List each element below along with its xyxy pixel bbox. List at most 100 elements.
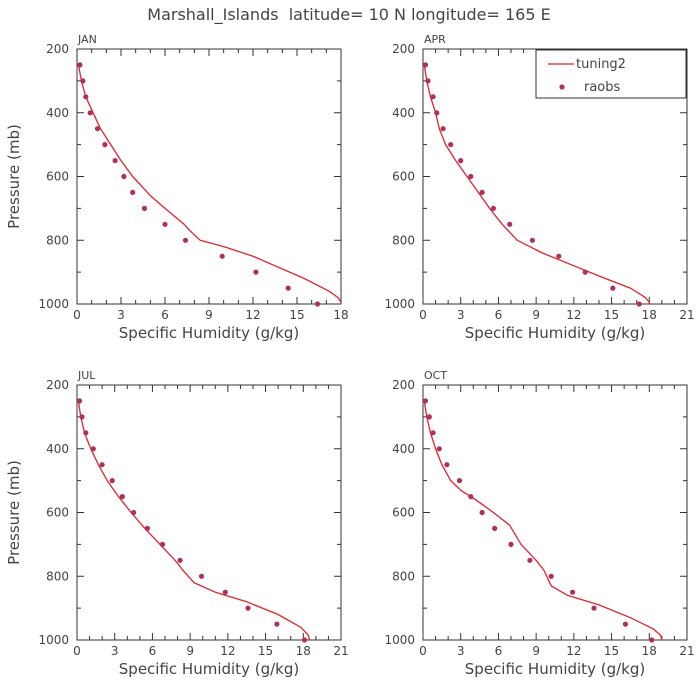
- data-point-raobs: [448, 142, 454, 148]
- data-point-raobs: [444, 462, 450, 468]
- data-point-raobs: [76, 398, 83, 404]
- y-tick-label: 600: [392, 170, 415, 184]
- y-tick-label: 600: [392, 506, 415, 520]
- x-tick-label: 15: [604, 644, 619, 658]
- x-tick-label: 0: [419, 644, 427, 658]
- panel-jan: JAN 0 3 6 9 12 15 18 200 400 600 800 1000 Specific Hu…: [5, 33, 349, 342]
- x-tick-label: 0: [73, 644, 81, 658]
- panel-label: JAN: [77, 33, 97, 46]
- y-tick-label: 600: [46, 506, 69, 520]
- data-point-raobs: [285, 285, 291, 291]
- data-point-raobs: [425, 78, 431, 84]
- data-point-raobs: [636, 301, 642, 307]
- data-point-raobs: [80, 78, 86, 84]
- data-point-raobs: [245, 605, 251, 611]
- data-point-raobs: [87, 110, 93, 116]
- y-tick-label: 400: [46, 442, 69, 456]
- data-point-raobs: [253, 269, 259, 275]
- x-tick-label: 9: [205, 308, 213, 322]
- x-tick-label: 12: [566, 644, 581, 658]
- data-point-raobs: [422, 62, 429, 68]
- panel-label: JUL: [77, 369, 96, 382]
- data-point-raobs: [508, 541, 514, 548]
- data-point-raobs: [434, 110, 440, 116]
- data-point-raobs: [94, 126, 101, 132]
- y-tick-label: 600: [46, 170, 69, 184]
- x-axis-label: Specific Humidity (g/kg): [465, 660, 645, 678]
- x-tick-label: 12: [245, 308, 260, 322]
- x-axis-label: Specific Humidity (g/kg): [119, 660, 299, 678]
- y-tick-label: 1000: [38, 297, 69, 311]
- y-tick-label: 800: [46, 233, 69, 247]
- data-point-raobs: [490, 205, 496, 211]
- data-point-raobs: [468, 494, 474, 500]
- plot-frame: [76, 48, 342, 305]
- data-point-raobs: [79, 414, 85, 420]
- data-point-raobs: [622, 621, 629, 627]
- data-point-raobs: [440, 126, 446, 132]
- data-point-raobs: [119, 494, 125, 500]
- data-point-raobs: [529, 237, 536, 243]
- y-tick-label: 800: [46, 569, 69, 583]
- x-tick-label: 21: [679, 308, 694, 322]
- data-point-raobs: [430, 94, 436, 100]
- x-tick-label: 3: [457, 308, 465, 322]
- x-tick-label: 3: [457, 644, 465, 658]
- data-point-raobs: [198, 573, 205, 579]
- data-point-raobs: [458, 158, 464, 164]
- data-point-raobs: [144, 525, 150, 532]
- data-point-raobs: [90, 446, 96, 452]
- x-tick-label: 15: [289, 308, 304, 322]
- panel-label: APR: [424, 33, 446, 46]
- y-tick-label: 1000: [38, 633, 69, 647]
- data-point-raobs: [507, 221, 513, 227]
- data-point-raobs: [219, 253, 225, 259]
- data-point-raobs: [102, 142, 108, 148]
- data-point-raobs: [426, 414, 432, 420]
- data-point-raobs: [99, 462, 105, 468]
- x-tick-label: 18: [296, 644, 311, 658]
- x-tick-label: 15: [604, 308, 619, 322]
- data-point-raobs: [83, 430, 89, 436]
- x-axis-label: Specific Humidity (g/kg): [119, 324, 299, 342]
- panel-apr: APR 0 3 6 9 12 15 18 21 200 400 600 800 1000 Specific …: [384, 33, 694, 342]
- panel-jul: JUL 0 3 6 9 12 15 18 21 200 400 600 800 1000 Specific …: [5, 369, 349, 678]
- y-tick-label: 400: [392, 106, 415, 120]
- data-point-raobs: [274, 621, 280, 627]
- data-point-raobs: [130, 189, 136, 195]
- y-axis-label: Pressure (mb): [5, 124, 23, 229]
- data-point-raobs: [436, 446, 442, 452]
- y-tick-label: 400: [392, 442, 415, 456]
- x-tick-label: 18: [642, 644, 657, 658]
- x-tick-label: 15: [258, 644, 273, 658]
- data-point-raobs: [141, 205, 148, 211]
- x-tick-label: 6: [495, 644, 503, 658]
- y-tick-label: 400: [46, 106, 69, 120]
- x-tick-label: 18: [333, 308, 348, 322]
- data-point-raobs: [548, 573, 554, 579]
- data-point-raobs: [77, 62, 83, 68]
- panel-label: OCT: [424, 369, 447, 382]
- data-point-raobs: [479, 189, 485, 195]
- x-tick-label: 6: [161, 308, 169, 322]
- data-point-raobs: [162, 221, 168, 227]
- data-point-raobs: [314, 301, 321, 307]
- data-point-raobs: [582, 269, 588, 275]
- data-point-raobs: [177, 557, 183, 563]
- series-line-tuning2: [423, 64, 650, 304]
- x-tick-label: 21: [333, 644, 348, 658]
- data-point-raobs: [430, 430, 436, 436]
- data-point-raobs: [527, 557, 533, 563]
- y-tick-label: 800: [392, 233, 415, 247]
- y-tick-label: 200: [392, 42, 415, 56]
- x-tick-label: 0: [419, 308, 427, 322]
- y-axis-label: Pressure (mb): [5, 460, 23, 565]
- data-point-raobs: [109, 478, 115, 484]
- data-point-raobs: [468, 173, 474, 180]
- y-tick-label: 200: [46, 42, 69, 56]
- x-tick-label: 21: [679, 644, 694, 658]
- legend: tuning2 raobs: [535, 49, 687, 99]
- data-point-raobs: [222, 589, 228, 595]
- data-point-raobs: [422, 398, 429, 404]
